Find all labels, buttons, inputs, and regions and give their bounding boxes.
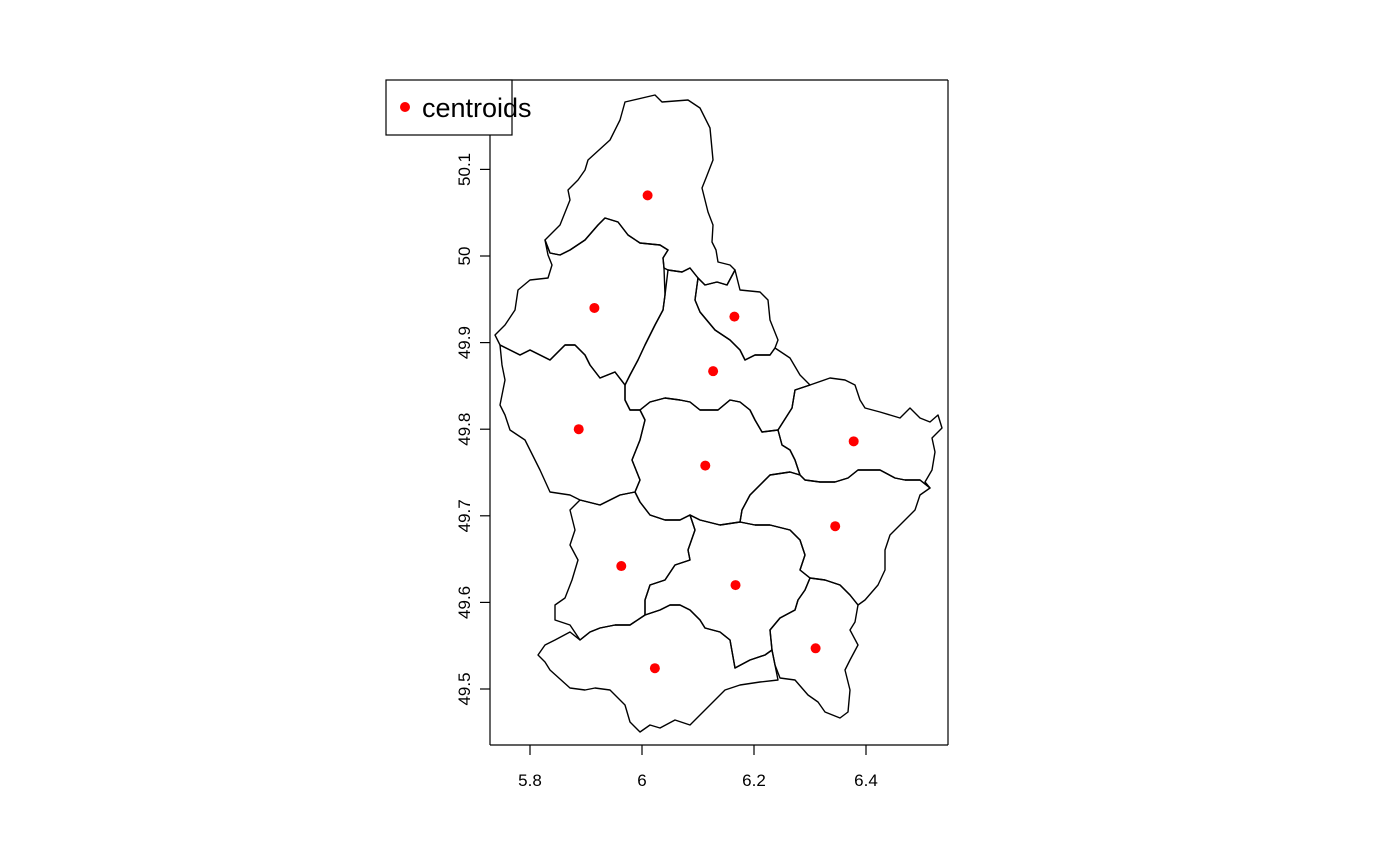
x-axis: 5.8 6 6.2 6.4 <box>518 745 878 790</box>
centroid-point <box>649 663 660 674</box>
centroid-points <box>573 190 859 674</box>
centroid-point <box>810 643 821 654</box>
y-tick-label: 49.9 <box>455 326 474 359</box>
y-tick-label: 50.1 <box>455 153 474 186</box>
region-grevenmacher <box>739 469 931 606</box>
region-echternach <box>777 377 943 489</box>
y-tick-label: 49.8 <box>455 413 474 446</box>
x-tick-label: 6 <box>637 771 646 790</box>
centroid-point <box>700 460 711 471</box>
region-redange <box>499 344 646 506</box>
centroid-point <box>729 311 740 322</box>
centroid-point <box>616 561 627 572</box>
region-esch <box>537 604 779 733</box>
region-diekirch <box>624 267 811 433</box>
centroid-point <box>642 190 653 201</box>
centroid-point <box>730 580 741 591</box>
y-axis: 49.5 49.6 49.7 49.8 49.9 50 50.1 <box>455 153 490 706</box>
region-mersch <box>631 397 801 526</box>
centroid-point <box>708 366 719 377</box>
region-clervaux <box>544 94 736 286</box>
y-tick-label: 49.5 <box>455 672 474 705</box>
centroid-point <box>573 424 584 435</box>
y-tick-label: 50 <box>455 247 474 266</box>
legend-label: centroids <box>422 93 532 123</box>
region-luxembourg <box>644 514 811 669</box>
x-tick-label: 6.4 <box>854 771 878 790</box>
y-tick-label: 49.6 <box>455 586 474 619</box>
x-tick-label: 6.2 <box>742 771 766 790</box>
centroid-point <box>848 436 859 447</box>
region-remich <box>769 577 859 719</box>
legend: centroids <box>385 79 532 136</box>
y-tick-label: 49.7 <box>455 499 474 532</box>
x-tick-label: 5.8 <box>518 771 542 790</box>
centroid-point <box>830 521 841 532</box>
region-borders <box>494 94 943 733</box>
legend-marker <box>400 102 410 112</box>
region-wiltz <box>494 217 669 386</box>
centroid-point <box>589 302 600 313</box>
